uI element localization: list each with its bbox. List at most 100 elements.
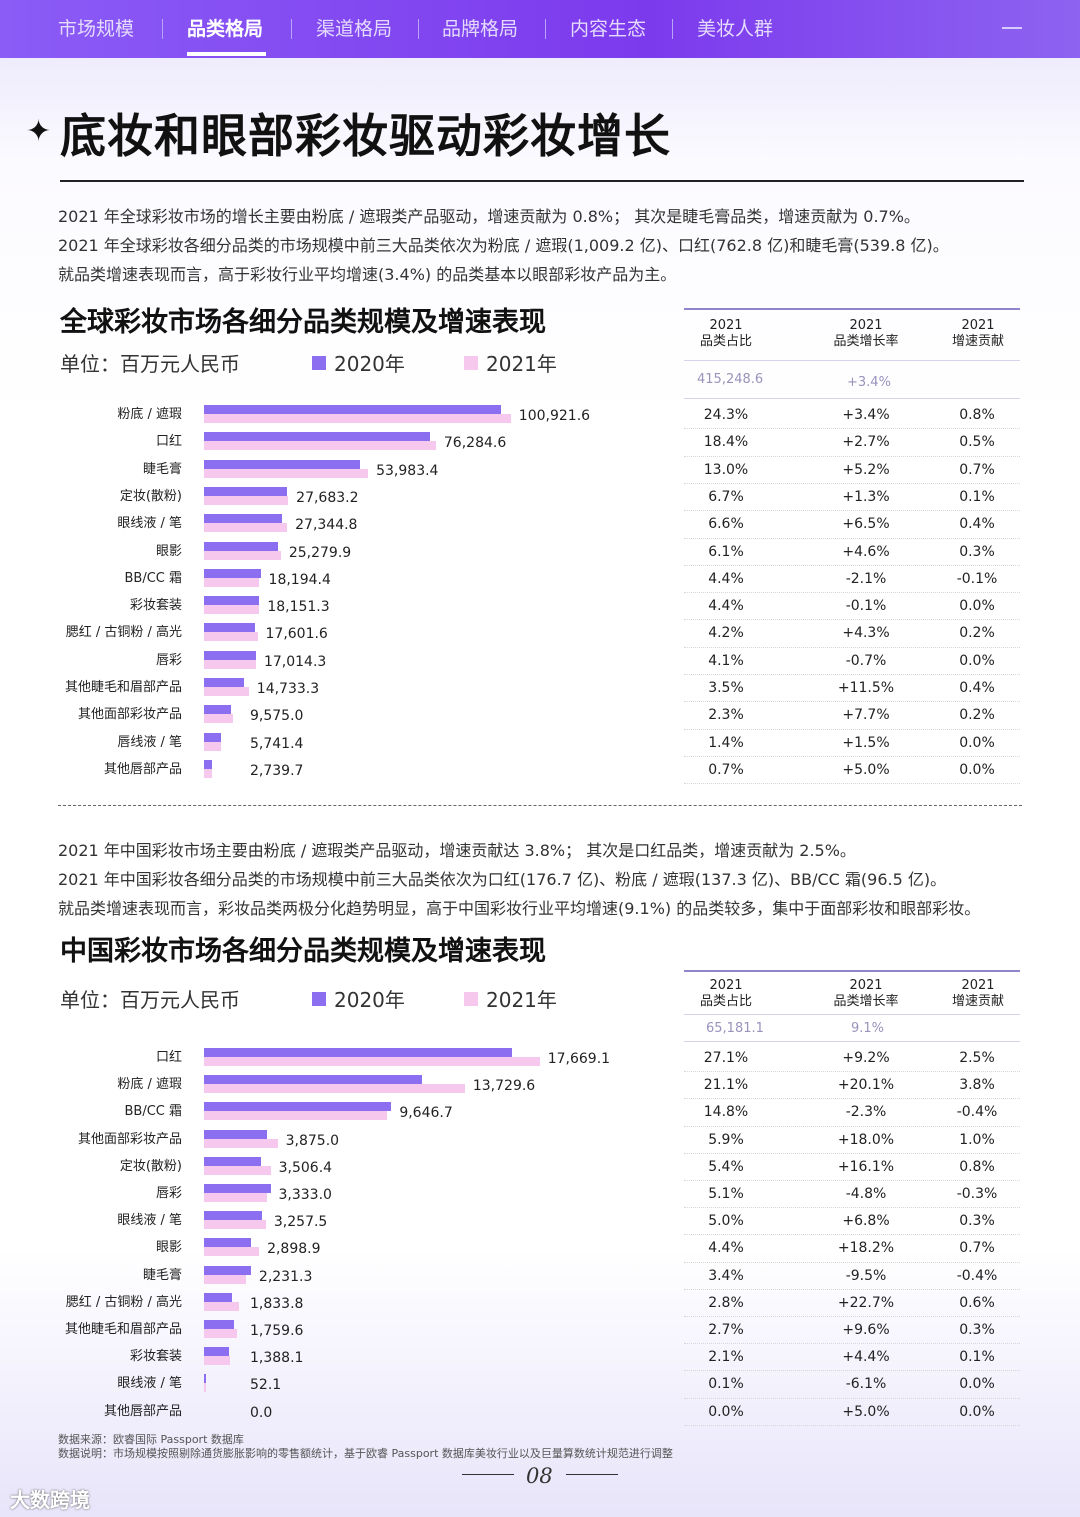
value-label-2021: 52.1 (250, 1377, 282, 1394)
value-label-2021: 27,344.8 (295, 517, 358, 534)
row-divider (684, 1071, 1020, 1073)
table-total-line (684, 1041, 1020, 1042)
legend-swatch (464, 992, 478, 1006)
bar-2021 (204, 605, 260, 615)
contribution-cell: 0.3% (959, 1322, 995, 1338)
tab-category[interactable]: 品类格局 (187, 18, 264, 40)
category-label: 定妆(散粉) (119, 1158, 182, 1174)
value-label-2021: 3,506.4 (278, 1159, 333, 1176)
col-label: 增速贡献 (951, 334, 1004, 349)
bar-2021 (204, 1193, 268, 1202)
row-divider (684, 1288, 1020, 1290)
legend-swatch (312, 992, 326, 1006)
value-label-2021: 2,231.3 (258, 1268, 313, 1285)
share-cell: 4.4% (708, 1240, 744, 1257)
row-divider (684, 482, 1020, 484)
bar-2020 (204, 1184, 271, 1193)
bar-2021 (204, 1329, 238, 1338)
contribution-cell: 2.5% (959, 1050, 995, 1066)
data-note: 数据说明：市场规模按照剔除通货膨胀影响的零售额统计，基于欧睿 Passport … (58, 1447, 673, 1460)
share-cell: 14.8% (703, 1104, 749, 1121)
row-divider (684, 510, 1020, 512)
row-divider (684, 1234, 1020, 1236)
row-divider (684, 1397, 1020, 1399)
category-label: 睫毛膏 (142, 1267, 182, 1283)
category-label: 唇彩 (155, 1186, 182, 1201)
growth-cell: +9.2% (842, 1050, 890, 1066)
bar-2021 (204, 632, 258, 642)
intro-paragraph: 2021 年中国彩妆各细分品类的市场规模中前三大品类依次为口红(176.7 亿)… (58, 870, 947, 889)
total-size: 65,181.1 (706, 1021, 764, 1036)
growth-cell: -6.1% (845, 1376, 887, 1393)
col-year: 2021 (849, 978, 883, 993)
bar-2021 (204, 1138, 278, 1148)
chart-title: 中国彩妆市场各细分品类规模及增速表现 (60, 936, 546, 967)
share-cell: 21.1% (703, 1077, 749, 1094)
share-cell: 2.1% (708, 1349, 744, 1366)
intro-paragraph: 就品类增速表现而言，高于彩妆行业平均增速(3.4%) 的品类基本以眼部彩妆产品为… (58, 265, 677, 284)
total-size: 415,248.6 (697, 372, 764, 387)
contribution-cell: -0.4% (956, 1267, 998, 1284)
category-label: 其他面部彩妆产品 (77, 707, 182, 723)
bar-2020 (204, 1102, 392, 1112)
row-divider (684, 646, 1020, 648)
bar-2021 (204, 1247, 260, 1257)
share-cell: 2.8% (708, 1294, 744, 1311)
value-label-2021: 18,194.4 (268, 571, 331, 588)
row-divider (684, 455, 1020, 457)
bar-2021 (204, 577, 260, 587)
value-label-2021: 1,833.8 (250, 1295, 304, 1312)
contribution-cell: 0.0% (959, 761, 995, 778)
col-label: 品类占比 (699, 334, 752, 349)
col-label: 品类增长率 (833, 994, 899, 1009)
growth-cell: +2.7% (842, 434, 890, 451)
tab-brand[interactable]: 品牌格局 (442, 18, 519, 40)
legend-swatch (312, 356, 326, 370)
bar-2020 (204, 650, 256, 660)
share-cell: 3.4% (708, 1267, 744, 1284)
contribution-cell: 0.2% (959, 625, 995, 642)
contribution-cell: 3.8% (959, 1077, 995, 1094)
category-label: 眼影 (155, 543, 182, 559)
bar-2020 (204, 514, 283, 524)
col-header-growth: 2021 品类增长率 (811, 978, 921, 1010)
col-header-growth: 2021 品类增长率 (811, 318, 921, 350)
contribution-cell: 0.6% (959, 1294, 995, 1311)
tab-content[interactable]: 内容生态 (570, 18, 647, 40)
col-header-contribution: 2021 增速贡献 (923, 318, 1033, 350)
category-label: 其他唇部产品 (103, 761, 182, 777)
sparkle-icon: ✦ (26, 114, 52, 149)
value-label-2021: 14,733.3 (256, 681, 320, 697)
col-header-contribution: 2021 增速贡献 (923, 978, 1033, 1010)
bar-2020 (204, 405, 501, 414)
bar-2020 (204, 596, 260, 606)
value-label-2021: 18,151.3 (267, 599, 330, 616)
tab-market-size[interactable]: 市场规模 (58, 18, 135, 40)
table-top-line (684, 308, 1020, 310)
tab-audience[interactable]: 美妆人群 (697, 18, 774, 40)
growth-cell: +1.5% (842, 734, 890, 751)
bar-2021 (204, 1301, 239, 1311)
col-header-share: 2021 品类占比 (671, 978, 781, 1010)
contribution-cell: -0.3% (956, 1186, 998, 1202)
col-label: 品类占比 (699, 994, 752, 1009)
category-label: 彩妆套装 (129, 598, 182, 614)
contribution-cell: 0.1% (959, 488, 995, 505)
page-arrow-left (462, 1474, 514, 1475)
category-label: 唇彩 (155, 652, 182, 668)
share-cell: 2.3% (708, 707, 744, 724)
value-label-2021: 100,921.6 (518, 408, 591, 424)
category-label: 眼影 (155, 1240, 182, 1256)
contribution-cell: 0.7% (959, 1240, 995, 1257)
bar-2020 (204, 1156, 262, 1166)
value-label-2021: 2,739.7 (250, 762, 304, 779)
category-label: 眼线液 / 笔 (117, 1213, 182, 1229)
value-label-2021: 1,759.6 (250, 1323, 304, 1339)
category-label: 其他睫毛和眉部产品 (64, 1322, 182, 1337)
tab-channel[interactable]: 渠道格局 (316, 18, 393, 40)
contribution-cell: 0.3% (959, 543, 995, 560)
category-label: 眼线液 / 笔 (117, 516, 182, 532)
bar-2021 (204, 1165, 271, 1175)
menu-icon[interactable] (1002, 27, 1022, 29)
category-label: 口红 (155, 1050, 182, 1065)
